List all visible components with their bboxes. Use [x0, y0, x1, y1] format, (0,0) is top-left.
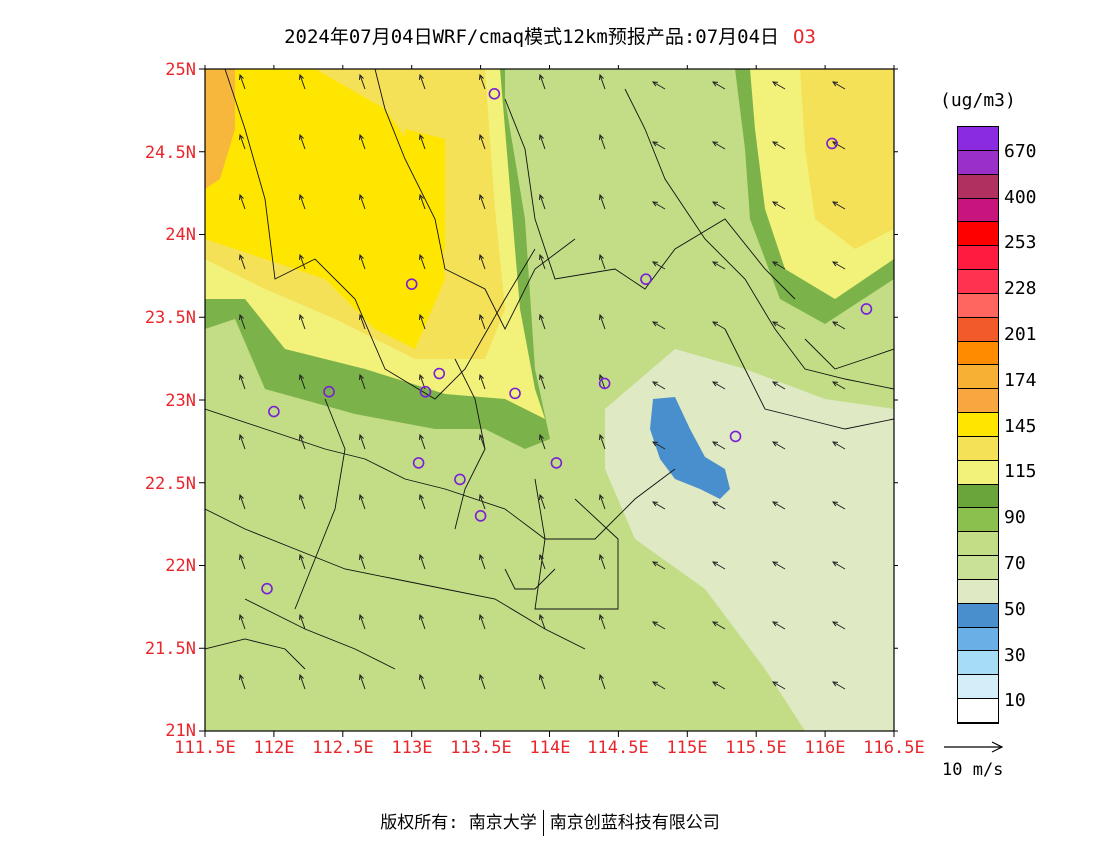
legend-swatch [958, 508, 998, 533]
lat-label: 24N [165, 225, 196, 245]
legend-label: 10 [1004, 690, 1026, 711]
legend-swatch [958, 174, 998, 199]
lat-label: 23.5N [144, 308, 196, 328]
title-text: 2024年07月04日WRF/cmaq模式12km预报产品:07月04日 [284, 26, 780, 48]
page-title: 2024年07月04日WRF/cmaq模式12km预报产品:07月04日 O3 [0, 22, 1100, 49]
legend-swatch [958, 556, 998, 580]
lon-label: 112.5E [312, 738, 374, 758]
lon-label: 111.5E [174, 738, 236, 758]
lon-label: 115E [666, 738, 708, 758]
lon-label: 113E [391, 738, 433, 758]
wind-reference-label: 10 m/s [942, 760, 1004, 780]
color-legend [957, 126, 999, 724]
legend-label: 70 [1004, 553, 1026, 574]
legend-swatch [958, 413, 998, 437]
legend-label: 253 [1004, 232, 1037, 253]
legend-label: 145 [1004, 416, 1037, 437]
legend-swatch [958, 150, 998, 175]
lon-label: 113.5E [450, 738, 512, 758]
lon-label: 114.5E [587, 738, 649, 758]
lon-label: 116E [804, 738, 846, 758]
legend-swatch [958, 436, 998, 461]
legend-label: 50 [1004, 599, 1026, 620]
copyright-right: 南京创蓝科技有限公司 [549, 813, 720, 833]
lon-label: 112E [253, 738, 295, 758]
legend-label: 228 [1004, 278, 1037, 299]
legend-swatch [958, 389, 998, 414]
legend-swatch [958, 675, 998, 700]
lon-label: 116.5E [863, 738, 925, 758]
lat-label: 21.5N [144, 639, 196, 659]
legend-swatch [958, 198, 998, 223]
forecast-map[interactable] [205, 69, 894, 731]
legend-swatch [958, 460, 998, 485]
legend-swatch [958, 365, 998, 390]
legend-label: 670 [1004, 141, 1037, 162]
lat-label: 21N [165, 721, 196, 741]
lon-label: 114E [529, 738, 571, 758]
legend-label: 201 [1004, 324, 1037, 345]
lat-label: 23N [165, 391, 196, 411]
legend-swatch [958, 222, 998, 247]
legend-swatch [958, 651, 998, 676]
legend-label: 115 [1004, 461, 1037, 482]
legend-swatch [958, 699, 998, 723]
footer-divider [542, 810, 544, 836]
legend-label: 174 [1004, 370, 1037, 391]
legend-swatch [958, 127, 998, 151]
legend-swatch [958, 579, 998, 604]
lat-label: 25N [165, 60, 196, 80]
lon-label: 115.5E [725, 738, 787, 758]
wind-reference-arrow-icon [944, 741, 1004, 753]
legend-swatch [958, 246, 998, 271]
legend-unit: (ug/m3) [940, 90, 1016, 111]
legend-label: 30 [1004, 645, 1026, 666]
legend-swatch [958, 603, 998, 628]
legend-swatch [958, 293, 998, 318]
legend-swatch [958, 317, 998, 342]
legend-label: 90 [1004, 507, 1026, 528]
legend-label: 400 [1004, 187, 1037, 208]
copyright-footer: 版权所有: 南京大学 南京创蓝科技有限公司 [0, 808, 1100, 836]
legend-swatch [958, 484, 998, 509]
copyright-left: 版权所有: 南京大学 [380, 813, 537, 833]
species-label: O3 [793, 26, 816, 48]
lat-label: 24.5N [144, 143, 196, 163]
lat-label: 22.5N [144, 474, 196, 494]
ozone-field [205, 69, 894, 731]
lat-label: 22N [165, 556, 196, 576]
legend-swatch [958, 627, 998, 652]
legend-swatch [958, 270, 998, 294]
legend-swatch [958, 341, 998, 366]
legend-swatch [958, 532, 998, 557]
